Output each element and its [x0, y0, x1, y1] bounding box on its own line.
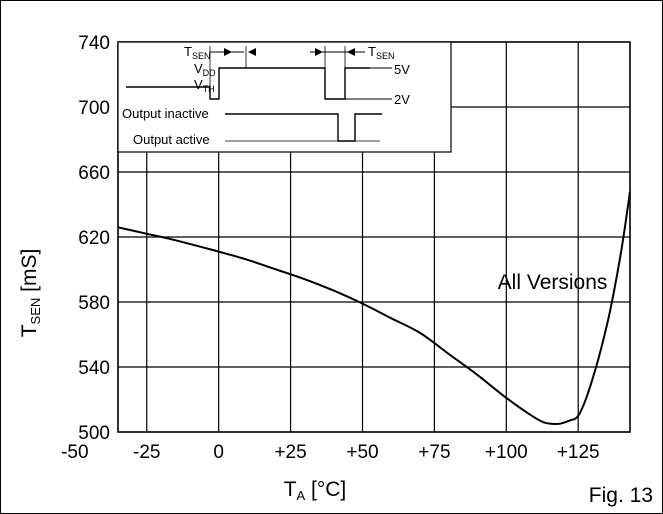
timing-diagram-inset: TSEN TSEN VDD VTH 5V 2V Output inactive … [117, 41, 452, 153]
y-tick-label: 740 [78, 33, 110, 54]
y-gridlines [118, 106, 630, 368]
y-tick-label: 540 [78, 358, 110, 379]
x-tick-label: -50 [61, 442, 88, 463]
x-tick-label: +125 [557, 442, 600, 463]
x-tick-label: -25 [133, 442, 160, 463]
x-tick-label: +25 [274, 442, 306, 463]
y-tick-label: 580 [78, 293, 110, 314]
five-volt-label: 5V [394, 62, 410, 77]
x-axis-title: TA [°C] [284, 478, 347, 503]
tsen-label-left: TSEN [184, 44, 210, 61]
y-tick-label: 620 [78, 228, 110, 249]
x-tick-label: 0 [213, 442, 224, 463]
two-volt-label: 2V [394, 92, 410, 107]
output-inactive-label: Output inactive [122, 106, 209, 121]
vth-label: VTH [194, 77, 215, 94]
vdd-label: VDD [194, 61, 216, 78]
inset-box [117, 41, 452, 153]
tsen-label-right: TSEN [368, 44, 394, 61]
y-tick-label: 500 [78, 423, 110, 444]
arrow-right-icon [224, 48, 232, 56]
arrow-left-icon [347, 48, 355, 56]
x-tick-labels: -50 -25 0 +25 +50 +75 +100 +125 [61, 442, 600, 463]
annotation-all-versions: All Versions [498, 271, 608, 294]
x-tick-label: +100 [485, 442, 528, 463]
x-tick-label: +75 [418, 442, 450, 463]
output-active-label: Output active [133, 132, 210, 147]
y-tick-labels: 500 540 580 620 660 700 740 [78, 33, 110, 444]
arrow-right-icon [315, 48, 323, 56]
vdd-waveform [126, 67, 370, 100]
y-tick-label: 660 [78, 163, 110, 184]
figure-label: Fig. 13 [589, 484, 653, 507]
y-axis-title: TSEN [mS] [18, 249, 43, 338]
y-tick-label: 700 [78, 98, 110, 119]
x-tick-label: +50 [346, 442, 378, 463]
arrow-left-icon [248, 48, 256, 56]
series-line-all-versions [117, 191, 631, 425]
